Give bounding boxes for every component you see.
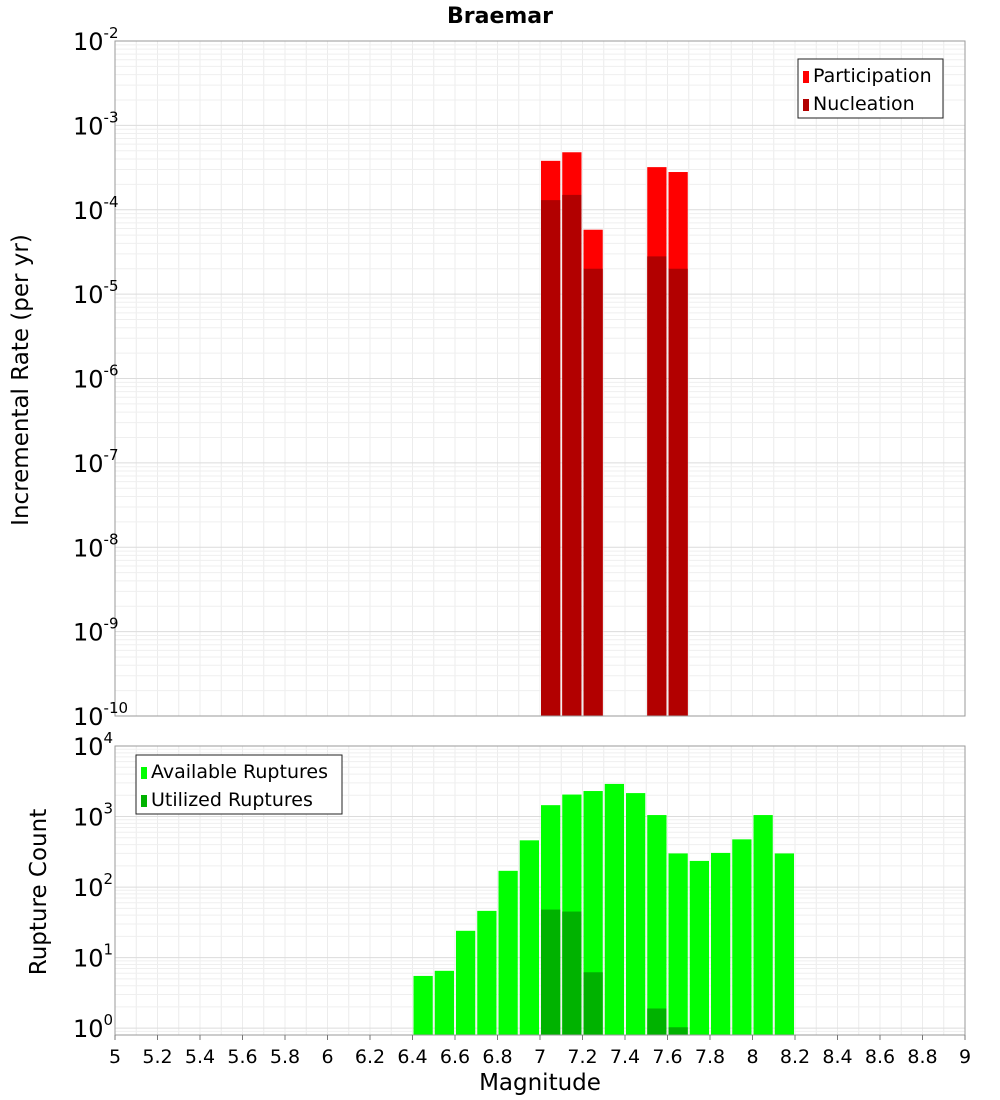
bottom-bar <box>689 860 709 1035</box>
bottom-bar <box>711 852 731 1035</box>
y-tick-label: 101 <box>73 941 113 973</box>
chart-title: Braemar <box>447 4 553 29</box>
x-tick-label: 5.6 <box>227 1046 257 1068</box>
bottom-bar <box>753 815 773 1035</box>
legend-swatch <box>803 71 809 83</box>
x-tick-label: 8.4 <box>822 1046 852 1068</box>
top-series-1 <box>541 194 688 716</box>
x-tick-label: 5.4 <box>185 1046 215 1068</box>
top-plot-frame <box>114 40 966 717</box>
x-tick-label: 7.4 <box>610 1046 640 1068</box>
y-tick-label: 10-9 <box>73 615 119 647</box>
x-tick-label: 6.4 <box>397 1046 427 1068</box>
x-tick-label: 5.8 <box>270 1046 300 1068</box>
y-tick-label: 10-10 <box>73 699 128 731</box>
x-tick-label: 6.2 <box>355 1046 385 1068</box>
bottom-bar <box>434 970 454 1035</box>
bottom-bar <box>519 840 539 1035</box>
x-tick-label: 8.8 <box>907 1046 937 1068</box>
legend-label: Utilized Ruptures <box>151 789 313 811</box>
x-axis-label: Magnitude <box>479 1070 601 1096</box>
top-bar <box>668 268 688 716</box>
top-legend-box <box>797 58 944 119</box>
top-legend: Participation Nucleation <box>797 58 944 119</box>
x-tick-label: 7 <box>534 1046 546 1068</box>
bottom-bar <box>541 909 561 1035</box>
top-bar <box>562 194 582 716</box>
legend-swatch <box>803 99 809 111</box>
y-tick-label: 10-4 <box>73 193 119 225</box>
x-tick-label: 8.2 <box>780 1046 810 1068</box>
x-tick-label: 7.2 <box>567 1046 597 1068</box>
bottom-legend: Available Ruptures Utilized Ruptures <box>135 754 343 815</box>
y-tick-label: 104 <box>73 729 113 761</box>
y-tick-label: 10-3 <box>73 108 119 140</box>
y-tick-label: 10-6 <box>73 362 119 394</box>
x-tick-label: 6 <box>321 1046 333 1068</box>
x-tick-label: 8.6 <box>865 1046 895 1068</box>
top-grid <box>114 40 966 717</box>
legend-label: Nucleation <box>813 93 915 115</box>
y-tick-label: 10-5 <box>73 277 119 309</box>
bottom-panel: 100 101 102 103 104 5 5.2 5.4 5.6 5.8 6 6.2 6.4 6.6 6.… <box>73 729 971 1068</box>
y-tick-label: 10-2 <box>73 24 119 56</box>
top-y-axis-label: Incremental Rate (per yr) <box>8 234 34 526</box>
x-tick-label: 6.6 <box>440 1046 470 1068</box>
x-ticks: 5 5.2 5.4 5.6 5.8 6 6.2 6.4 6.6 6.8 7 7.2 7.4 7.6 7.8 8… <box>109 1035 971 1068</box>
bottom-bar <box>477 910 497 1035</box>
bottom-y-axis-label: Rupture Count <box>26 809 52 975</box>
top-bar <box>583 268 603 716</box>
top-bar <box>541 200 561 716</box>
x-tick-label: 7.8 <box>695 1046 725 1068</box>
bottom-bar <box>498 870 518 1035</box>
bottom-bar <box>668 1027 688 1035</box>
top-y-ticks: 10-10 10-9 10-8 10-7 10-6 10-5 10-4 10-3 10-2 <box>73 24 128 731</box>
y-tick-label: 103 <box>73 800 113 832</box>
y-tick-label: 10-7 <box>73 446 119 478</box>
legend-swatch <box>141 767 147 779</box>
bottom-bar <box>647 815 667 1035</box>
bottom-legend-box <box>135 754 343 815</box>
x-tick-label: 7.6 <box>652 1046 682 1068</box>
bottom-bar <box>647 1008 667 1035</box>
x-tick-label: 5 <box>109 1046 121 1068</box>
x-tick-label: 6.8 <box>482 1046 512 1068</box>
bottom-bar <box>456 930 476 1035</box>
legend-label: Available Ruptures <box>151 761 328 783</box>
top-panel: 10-10 10-9 10-8 10-7 10-6 10-5 10-4 10-3 10-2 Par… <box>73 24 966 731</box>
legend-label: Participation <box>813 65 932 87</box>
legend-swatch <box>141 795 147 807</box>
bottom-series-1 <box>541 909 688 1035</box>
bottom-bar <box>668 853 688 1035</box>
bottom-bar <box>732 839 752 1035</box>
y-tick-label: 102 <box>73 870 113 902</box>
y-tick-label: 10-8 <box>73 530 119 562</box>
bottom-bar <box>604 783 624 1035</box>
x-tick-label: 5.2 <box>142 1046 172 1068</box>
x-tick-label: 9 <box>959 1046 971 1068</box>
bottom-bar <box>774 853 794 1035</box>
bottom-y-ticks: 100 101 102 103 104 <box>73 729 113 1043</box>
bottom-bar <box>583 972 603 1035</box>
y-tick-label: 100 <box>73 1011 113 1043</box>
bottom-bar <box>562 911 582 1035</box>
x-tick-label: 8 <box>746 1046 758 1068</box>
top-bar <box>647 256 667 716</box>
bottom-bar <box>626 793 646 1035</box>
bottom-bar <box>413 975 433 1035</box>
